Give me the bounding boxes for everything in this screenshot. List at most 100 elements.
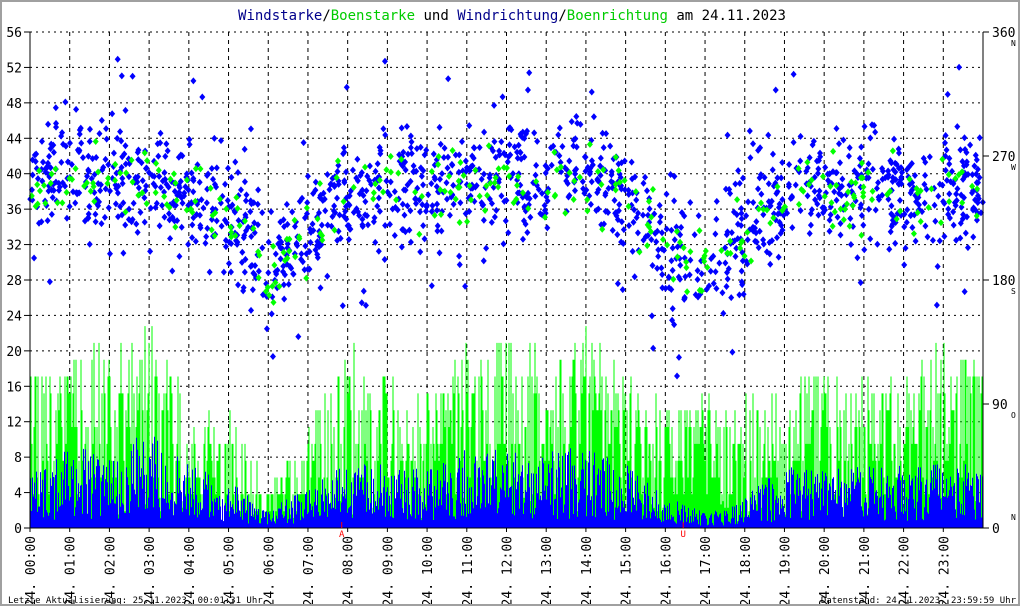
wind-direction-point: [79, 154, 86, 162]
wind-direction-point: [135, 184, 142, 192]
wind-direction-point: [147, 204, 154, 212]
wind-direction-point: [500, 240, 507, 248]
wind-direction-point: [738, 221, 745, 229]
wind-direction-point: [322, 207, 329, 215]
wind-direction-point: [134, 148, 141, 156]
gust-direction-point: [519, 189, 526, 197]
wind-direction-point: [807, 221, 814, 229]
gust-direction-point: [850, 192, 857, 200]
gust-direction-point: [431, 211, 438, 219]
gust-direction-point: [292, 253, 299, 261]
wind-direction-point: [936, 180, 943, 188]
wind-direction-point: [942, 166, 949, 174]
wind-direction-point: [738, 209, 745, 217]
wind-direction-point: [156, 222, 163, 230]
direction-points: [27, 55, 986, 380]
gust-direction-point: [380, 188, 387, 196]
wind-direction-point: [222, 243, 229, 251]
wind-direction-point: [324, 221, 331, 229]
gust-direction-point: [925, 203, 932, 211]
wind-direction-point: [125, 173, 132, 181]
gust-direction-point: [455, 177, 462, 185]
wind-direction-point: [304, 265, 311, 273]
wind-direction-point: [879, 167, 886, 175]
wind-direction-point: [473, 182, 480, 190]
wind-direction-point: [556, 152, 563, 160]
gust-direction-point: [122, 208, 129, 216]
wind-direction-point: [376, 143, 383, 151]
wind-direction-point: [758, 190, 765, 198]
sun-marker-label: A: [339, 530, 345, 540]
wind-direction-point: [341, 177, 348, 185]
wind-direction-point: [769, 166, 776, 174]
gust-direction-point: [779, 207, 786, 215]
wind-direction-point: [483, 244, 490, 252]
wind-direction-point: [708, 255, 715, 263]
gust-direction-point: [741, 252, 748, 260]
wind-direction-point: [720, 309, 727, 317]
gust-direction-point: [503, 164, 510, 172]
wind-direction-point: [815, 165, 822, 173]
wind-direction-point: [935, 192, 942, 200]
wind-direction-point: [163, 140, 170, 148]
gust-direction-point: [664, 241, 671, 249]
gust-direction-point: [849, 202, 856, 210]
wind-direction-point: [846, 144, 853, 152]
wind-direction-point: [694, 267, 701, 275]
wind-direction-point: [404, 202, 411, 210]
sun-marker-label: U: [680, 530, 685, 540]
wind-direction-point: [595, 186, 602, 194]
x-tick-label: 24. 18:00: [739, 536, 754, 606]
wind-direction-point: [675, 353, 682, 361]
wind-direction-point: [975, 179, 982, 187]
gust-direction-point: [32, 202, 39, 210]
wind-direction-point: [619, 286, 626, 294]
gust-direction-point: [472, 166, 479, 174]
wind-direction-point: [695, 293, 702, 301]
wind-direction-point: [892, 159, 899, 167]
wind-direction-point: [514, 189, 521, 197]
wind-direction-point: [289, 208, 296, 216]
gust-direction-point: [161, 193, 168, 201]
wind-direction-point: [118, 137, 125, 145]
wind-direction-point: [954, 185, 961, 193]
wind-direction-point: [738, 215, 745, 223]
gust-direction-point: [112, 176, 119, 184]
x-tick-label: 24. 23:00: [937, 536, 952, 606]
gust-direction-point: [782, 203, 789, 211]
wind-direction-point: [336, 211, 343, 219]
wind-direction-point: [196, 178, 203, 186]
wind-direction-point: [738, 267, 745, 275]
gust-direction-point: [211, 232, 218, 240]
wind-direction-point: [436, 123, 443, 131]
wind-direction-point: [506, 141, 513, 149]
wind-direction-point: [370, 218, 377, 226]
wind-direction-point: [274, 266, 281, 274]
wind-direction-point: [933, 301, 940, 309]
wind-direction-point: [890, 166, 897, 174]
wind-direction-point: [609, 226, 616, 234]
wind-direction-point: [259, 244, 266, 252]
wind-direction-point: [954, 123, 961, 131]
wind-direction-point: [920, 154, 927, 162]
wind-direction-point: [228, 173, 235, 181]
gust-direction-point: [36, 167, 43, 175]
wind-direction-point: [248, 261, 255, 269]
wind-direction-point: [440, 154, 447, 162]
wind-direction-point: [936, 237, 943, 245]
wind-direction-point: [590, 113, 597, 121]
gust-direction-point: [808, 176, 815, 184]
wind-direction-point: [541, 201, 548, 209]
wind-direction-point: [380, 125, 387, 133]
wind-direction-point: [376, 207, 383, 215]
wind-direction-point: [964, 244, 971, 252]
wind-direction-point: [429, 202, 436, 210]
right-tick-label: 0: [992, 522, 1000, 537]
wind-direction-point: [953, 190, 960, 198]
wind-direction-point: [713, 215, 720, 223]
wind-direction-point: [675, 273, 682, 281]
wind-direction-point: [235, 281, 242, 289]
gust-direction-point: [416, 230, 423, 238]
wind-direction-point: [488, 218, 495, 226]
wind-direction-point: [450, 200, 457, 208]
